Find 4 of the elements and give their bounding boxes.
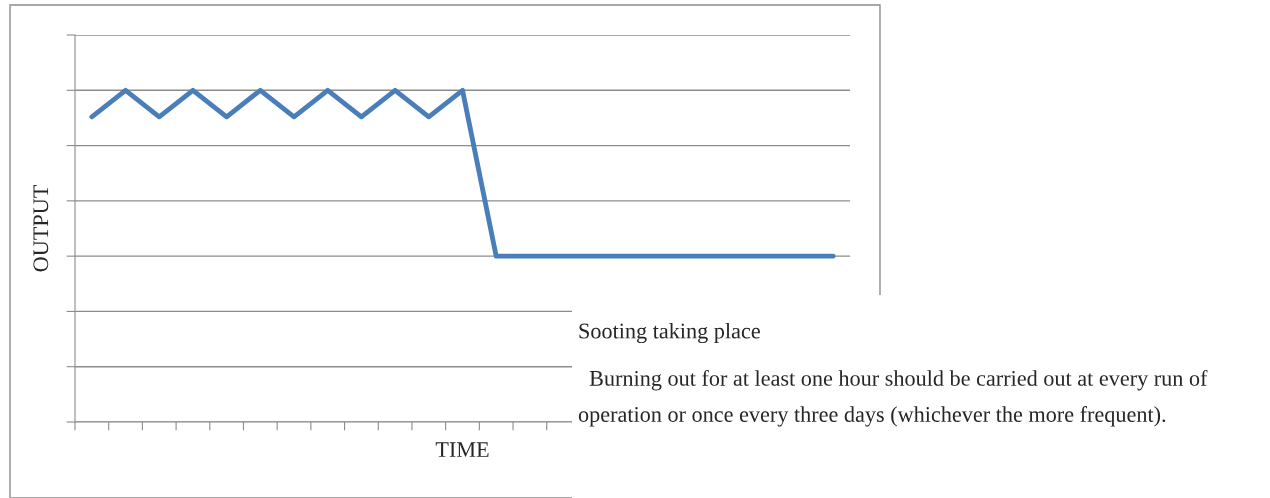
y-axis-title: OUTPUT bbox=[33, 185, 49, 272]
x-axis-title: TIME bbox=[435, 442, 489, 457]
annotation: Sooting taking place bbox=[579, 322, 760, 344]
annotation: Burning out for at least one hour should be carried out at every run of operation or once every three days (whichever the more frequent). bbox=[578, 370, 1208, 427]
